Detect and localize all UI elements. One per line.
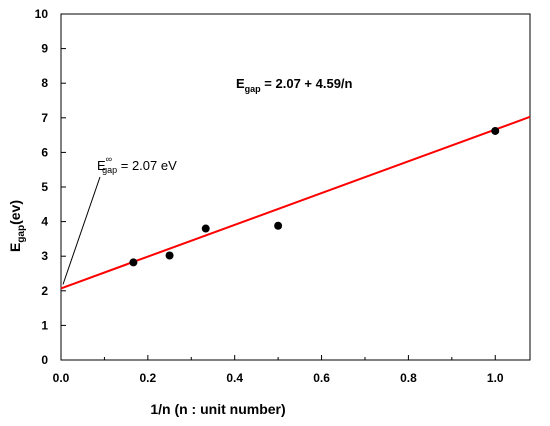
y-axis-title: Egap(ev) [7,200,27,252]
y-axis-title-main: E [7,243,23,252]
x-tick-label: 0.0 [53,371,70,385]
y-tick-label: 3 [41,249,48,263]
data-point [201,224,210,233]
y-tick-label: 10 [35,7,49,21]
x-tick-label: 0.8 [400,371,417,385]
y-tick-label: 4 [41,215,48,229]
y-tick-label: 2 [41,284,48,298]
fit-line [60,115,531,290]
y-axis-ticks: 0 1 2 3 4 5 6 7 8 9 10 [35,7,66,367]
limit-main: E [97,158,106,173]
y-axis-title-tail: (ev) [7,200,23,225]
x-tick-label: 0.4 [226,371,243,385]
data-point [274,221,283,230]
y-tick-label: 7 [41,111,48,125]
y-tick-label: 1 [41,318,48,332]
plot-area: 0.0 0.2 0.4 0.6 0.8 1.0 0 1 2 3 4 5 6 7 8 9 10 [35,7,531,385]
y-tick-label: 9 [41,42,48,56]
limit-pointer-line [62,176,101,285]
data-point [129,258,138,267]
x-axis-title: 1/n (n : unit number) [150,401,285,417]
x-tick-label: 1.0 [487,371,504,385]
fit-line-layer [60,115,531,290]
limit-annotation: E∞ gap = 2.07 eV [97,154,177,175]
x-tick-label: 0.6 [313,371,330,385]
limit-sup: ∞ [106,154,112,164]
y-tick-label: 6 [41,145,48,159]
y-tick-label: 0 [41,353,48,367]
fit-equation-annotation: Egap = 2.07 + 4.59/n [236,76,353,94]
equation-main: E [236,76,245,91]
y-axis-title-sub: gap [16,225,27,243]
y-tick-label: 8 [41,76,48,90]
limit-tail: = 2.07 eV [117,158,177,173]
limit-sub: gap [102,165,117,175]
x-tick-label: 0.2 [140,371,157,385]
equation-tail: = 2.07 + 4.59/n [261,76,353,91]
y-tick-label: 5 [41,180,48,194]
equation-sub: gap [245,84,262,94]
plot-frame [60,13,531,361]
data-point [491,126,500,135]
x-axis-ticks: 0.0 0.2 0.4 0.6 0.8 1.0 [53,355,504,385]
data-points [129,126,500,267]
data-point [165,251,174,260]
